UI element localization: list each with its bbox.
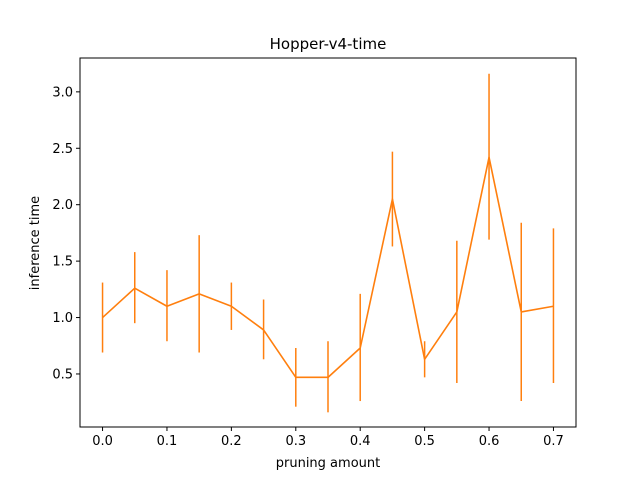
x-tick-label: 0.0 — [92, 434, 113, 449]
x-axis-label: pruning amount — [276, 456, 380, 471]
x-tick-label: 0.2 — [221, 434, 242, 449]
y-tick-label: 1.5 — [52, 255, 73, 270]
x-tick-label: 0.1 — [157, 434, 178, 449]
x-tick-label: 0.6 — [479, 434, 500, 449]
plot-area — [101, 73, 555, 413]
x-tick-label: 0.7 — [543, 434, 564, 449]
x-tick-label: 0.3 — [285, 434, 306, 449]
y-tick-label: 2.0 — [52, 198, 73, 213]
ticks: 0.0 0.1 0.2 0.3 0.4 0.5 0.6 0.7 0.5 1.0 1.5 2.0 2.5 3… — [52, 85, 563, 449]
axes-frame — [79, 57, 577, 428]
x-tick-label: 0.5 — [414, 434, 435, 449]
y-tick-label: 3.0 — [52, 85, 73, 100]
x-tick-label: 0.4 — [350, 434, 371, 449]
y-tick-label: 2.5 — [52, 142, 73, 157]
chart-title: Hopper-v4-time — [270, 35, 387, 53]
y-tick-label: 0.5 — [52, 367, 73, 382]
y-tick-label: 1.0 — [52, 311, 73, 326]
y-axis-label: inference time — [28, 196, 43, 290]
